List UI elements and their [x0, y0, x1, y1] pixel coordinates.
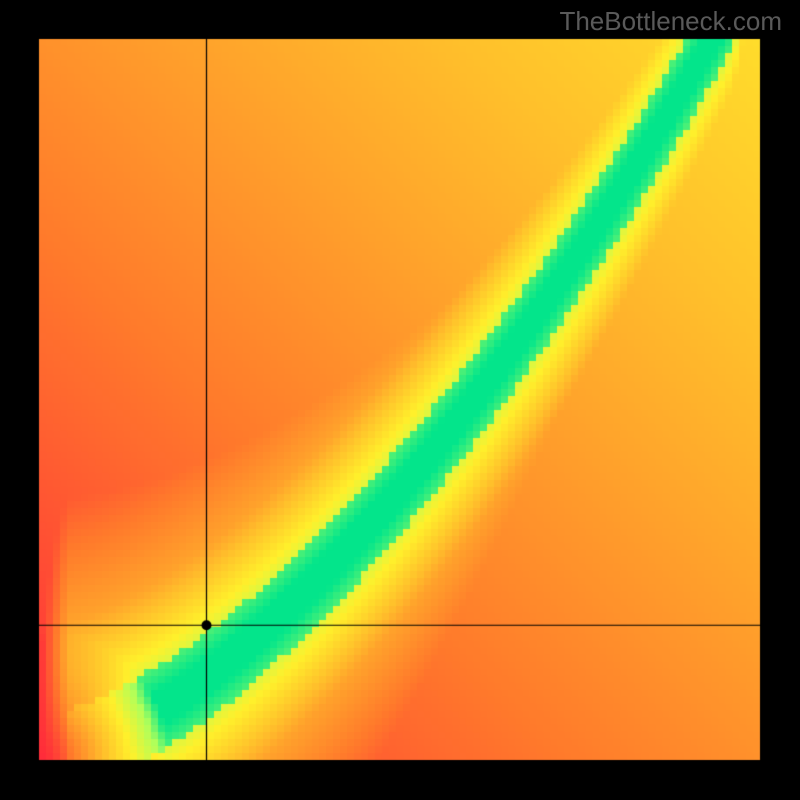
chart-container: TheBottleneck.com [0, 0, 800, 800]
watermark-text: TheBottleneck.com [559, 6, 782, 37]
heatmap-canvas [0, 0, 800, 800]
